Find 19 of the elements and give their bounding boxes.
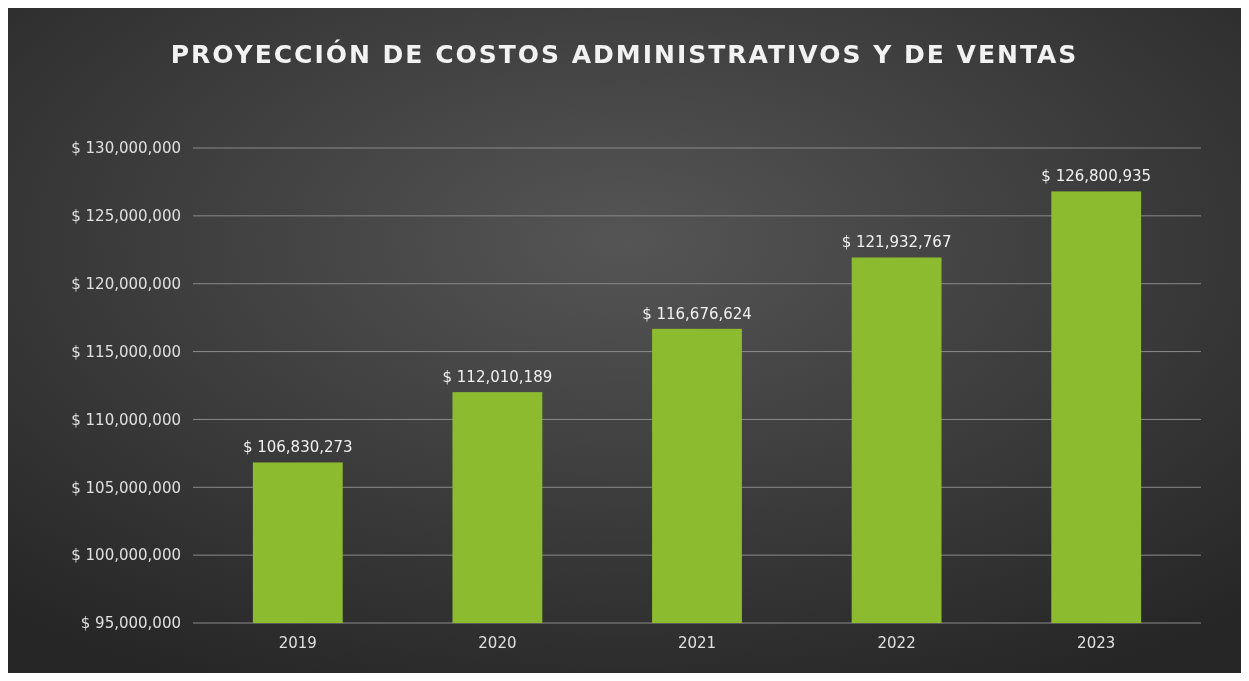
x-tick-label: 2020 xyxy=(478,634,517,652)
y-tick-label: $ 100,000,000 xyxy=(71,546,181,565)
x-tick-label: 2019 xyxy=(278,634,317,652)
data-label: $ 112,010,189 xyxy=(442,368,553,387)
y-tick-label: $ 120,000,000 xyxy=(71,274,181,293)
x-tick-label: 2021 xyxy=(677,634,717,652)
y-tick-label: $ 115,000,000 xyxy=(71,342,181,361)
y-tick-label: $ 105,000,000 xyxy=(71,478,181,497)
data-label: $ 121,932,767 xyxy=(841,233,952,252)
x-tick-label: 2022 xyxy=(877,634,916,652)
chart-title: PROYECCIÓN DE COSTOS ADMINISTRATIVOS Y DE VENTAS xyxy=(170,39,1079,69)
data-label: $ 116,676,624 xyxy=(642,304,752,323)
data-label: $ 126,800,935 xyxy=(1041,167,1152,186)
x-tick-label: 2023 xyxy=(1077,634,1116,652)
y-tick-label: $ 110,000,000 xyxy=(71,410,181,429)
data-label: $ 106,830,273 xyxy=(242,438,353,457)
y-tick-label: $ 130,000,000 xyxy=(71,139,181,158)
y-tick-label: $ 125,000,000 xyxy=(71,207,181,226)
y-tick-label: $ 95,000,000 xyxy=(80,614,181,633)
